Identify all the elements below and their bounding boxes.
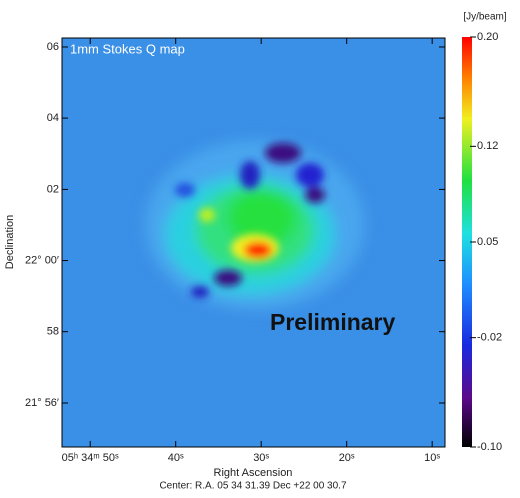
x-tick-label: 40ˢ — [168, 452, 184, 464]
colorbar-label: [Jy/beam] — [463, 12, 507, 23]
colorbar-tick-label: -0.02 — [477, 332, 502, 344]
colorbar-tick-label: -0.10 — [477, 441, 502, 453]
plot-frame — [61, 37, 446, 448]
y-tick-label: 06 — [47, 41, 59, 53]
subtitle: Center: R.A. 05 34 31.39 Dec +22 00 30.7 — [159, 481, 347, 492]
map-image — [62, 38, 445, 447]
colorbar-tick-label: 0.20 — [477, 31, 498, 43]
colorbar-tick-label: 0.05 — [477, 236, 498, 248]
y-tick-label: 22° 00′ — [25, 254, 59, 266]
colorbar — [462, 37, 472, 447]
colorbar-tick-label: 0.12 — [477, 140, 498, 152]
x-tick-label: 20ˢ — [339, 452, 355, 464]
chart-title: 1mm Stokes Q map — [70, 41, 185, 56]
y-tick-label: 04 — [47, 112, 59, 124]
x-tick-label: 05ʰ 34ᵐ 50ˢ — [62, 452, 119, 464]
x-tick-label: 10ˢ — [424, 452, 440, 464]
x-tick-label: 30ˢ — [253, 452, 269, 464]
y-tick-label: 21° 56′ — [25, 397, 59, 409]
y-axis-label: Declination — [4, 215, 16, 269]
x-axis-label: Right Ascension — [214, 467, 293, 479]
y-tick-label: 02 — [47, 183, 59, 195]
annotation: Preliminary — [270, 309, 395, 335]
y-tick-label: 58 — [47, 326, 59, 338]
